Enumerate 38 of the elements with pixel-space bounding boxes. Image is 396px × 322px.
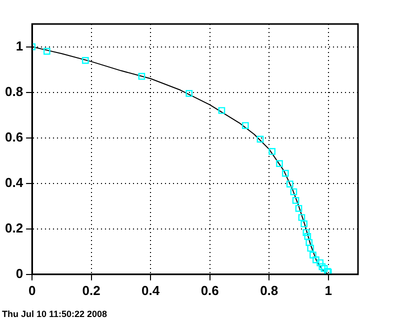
- x-tick-label: 0: [28, 282, 36, 298]
- point: [302, 229, 310, 236]
- text: Thu Jul 10 11:50:22 2008: [2, 308, 108, 319]
- point: [256, 136, 264, 143]
- point: [268, 148, 276, 155]
- point: [290, 188, 298, 196]
- point: [318, 263, 326, 270]
- point: [292, 196, 300, 204]
- y-tick-label: 0.2: [4, 220, 24, 236]
- x-tick-label: 0.8: [260, 282, 278, 298]
- point: [304, 232, 312, 240]
- point: [218, 107, 226, 114]
- point: [138, 72, 146, 80]
- point: [310, 252, 316, 258]
- point: [298, 214, 306, 221]
- y-tick-label: 0.8: [4, 84, 24, 99]
- point: [286, 180, 294, 188]
- point: [186, 90, 193, 97]
- y-tick-label: 1: [16, 38, 24, 54]
- x-tick-label: 0.2: [82, 282, 100, 298]
- point: [320, 265, 328, 272]
- point: [43, 48, 50, 55]
- y-tick-label: 0.6: [4, 129, 24, 144]
- point: [316, 259, 324, 266]
- point: [306, 239, 313, 246]
- y-tick-label: 0.4: [4, 174, 24, 190]
- x-tick-label: 0.6: [200, 282, 219, 298]
- y-tick-label: 0: [16, 266, 24, 281]
- point: [300, 220, 308, 228]
- point: [282, 170, 289, 177]
- x-tick-label: 0.4: [142, 282, 160, 298]
- point: [276, 160, 283, 167]
- point: [242, 122, 249, 129]
- point: [307, 244, 314, 252]
- point: [82, 56, 89, 64]
- x-tick-label: 1: [324, 282, 332, 298]
- point: [295, 204, 302, 212]
- point: [312, 256, 320, 264]
